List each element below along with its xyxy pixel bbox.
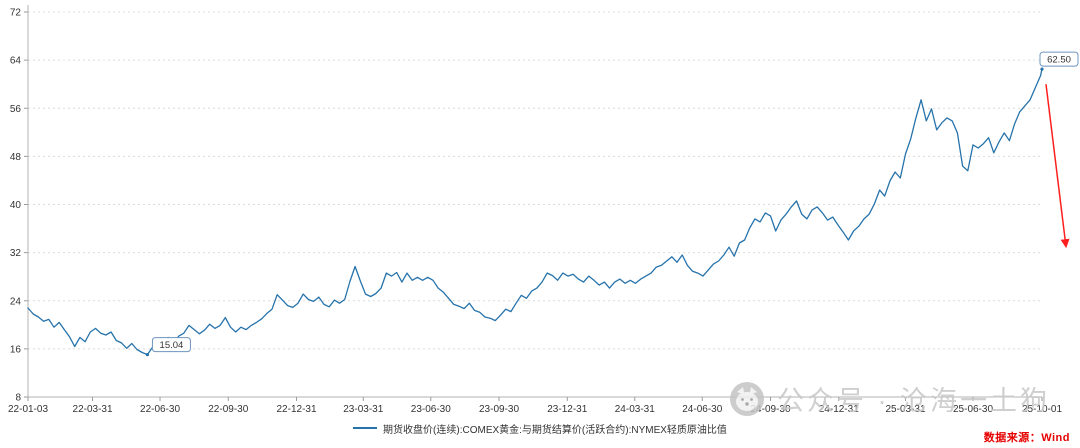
- source-note: 数据来源：Wind: [983, 432, 1070, 444]
- y-tick-label: 32: [10, 248, 22, 259]
- y-tick-label: 64: [10, 56, 22, 67]
- y-tick-label: 48: [10, 152, 22, 163]
- x-tick-label: 22-12-31: [277, 404, 317, 415]
- annotation-label: 15.04: [160, 340, 184, 351]
- x-tick-label: 23-09-30: [479, 404, 519, 415]
- annotation-label: 62.50: [1047, 55, 1071, 66]
- y-tick-label: 72: [10, 8, 22, 19]
- y-tick-label: 40: [10, 200, 22, 211]
- x-tick-label: 24-03-31: [615, 404, 655, 415]
- annotation-point: [145, 353, 150, 357]
- forecast-arrow: [1045, 84, 1070, 249]
- x-tick-label: 22-06-30: [140, 404, 180, 415]
- x-tick-label: 25-10-01: [1022, 404, 1062, 415]
- y-tick-label: 24: [10, 296, 22, 307]
- x-tick-label: 24-09-30: [750, 404, 790, 415]
- x-tick-label: 22-09-30: [208, 404, 248, 415]
- x-tick-label: 23-06-30: [411, 404, 451, 415]
- ratio-line-series: [27, 68, 1043, 356]
- y-tick-label: 8: [15, 393, 21, 404]
- annotation-box: [1039, 51, 1079, 67]
- x-tick-label: 24-12-31: [819, 404, 859, 415]
- y-tick-label: 16: [10, 344, 22, 355]
- annotation-box: [151, 337, 191, 353]
- x-tick-label: 24-06-30: [682, 404, 722, 415]
- x-tick-label: 25-03-31: [885, 404, 925, 415]
- x-tick-label: 22-03-31: [73, 404, 113, 415]
- y-tick-label: 56: [10, 104, 22, 115]
- x-tick-label: 22-01-03: [8, 404, 48, 415]
- x-tick-label: 25-06-30: [953, 404, 993, 415]
- x-tick-label: 23-12-31: [547, 404, 587, 415]
- annotation-point: [1040, 67, 1044, 71]
- x-tick-label: 23-03-31: [343, 404, 383, 415]
